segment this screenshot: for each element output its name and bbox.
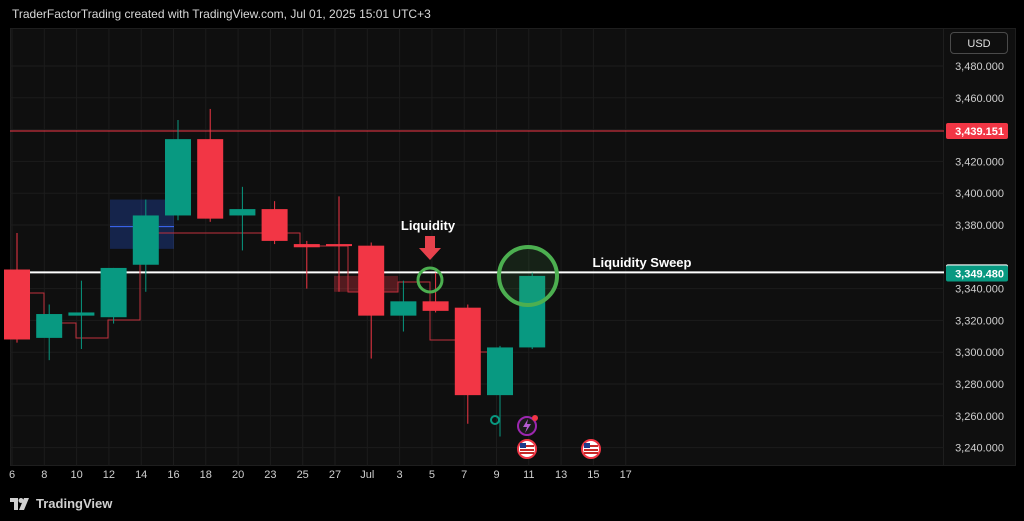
- time-axis-label: Jul: [360, 469, 374, 481]
- candle-body: [68, 312, 95, 316]
- price-tick-label: 3,320.000: [955, 315, 1004, 327]
- time-axis-label: 13: [555, 469, 567, 481]
- price-axis-ticks: 3,480.0003,460.0003,440.0003,420.0003,40…: [955, 61, 1004, 455]
- price-tick-label: 3,280.000: [955, 379, 1004, 391]
- time-axis-label: 15: [587, 469, 599, 481]
- price-tick-label: 3,240.000: [955, 443, 1004, 455]
- candle: [229, 186, 256, 251]
- time-axis-label: 7: [461, 469, 467, 481]
- time-axis-label: 3: [397, 469, 403, 481]
- candle-body: [100, 267, 127, 318]
- candle: [68, 280, 95, 350]
- currency-button[interactable]: USD: [950, 32, 1008, 54]
- time-axis-label: 12: [103, 469, 115, 481]
- time-axis-label: 14: [135, 469, 147, 481]
- candle-body: [293, 244, 320, 248]
- time-axis-label: 16: [167, 469, 179, 481]
- horizontal-lines: [10, 130, 944, 353]
- resistance-price-label-text: 3,439.151: [955, 126, 1004, 138]
- candle: [519, 272, 546, 350]
- candle: [100, 267, 127, 324]
- step-line: [28, 232, 494, 353]
- time-axis-label: 25: [297, 469, 309, 481]
- chart-header-title: TraderFactorTrading created with Trading…: [12, 7, 431, 21]
- candle-body: [422, 301, 449, 311]
- us-flag-event-icon[interactable]: [517, 439, 537, 459]
- price-tick-label: 3,380.000: [955, 220, 1004, 232]
- resistance-price-label-bg: [946, 122, 1008, 139]
- liquidity-sweep-circle: [497, 245, 559, 307]
- candle: [4, 232, 30, 343]
- candle: [165, 120, 191, 221]
- time-axis-label: 11: [523, 469, 534, 481]
- dividend-dot-icon: [490, 415, 500, 425]
- candle: [261, 201, 288, 245]
- time-axis-label: 8: [41, 469, 47, 481]
- price-tick-label: 3,300.000: [955, 347, 1004, 359]
- liquidity-sweep-label: Liquidity Sweep: [593, 255, 692, 270]
- time-axis-label: 5: [429, 469, 435, 481]
- candle-body: [358, 245, 385, 316]
- tradingview-logo-icon: [10, 497, 29, 510]
- candle: [487, 345, 513, 437]
- candles: [4, 108, 546, 437]
- price-tick-label: 3,260.000: [955, 411, 1004, 423]
- candle-body: [165, 139, 191, 216]
- candle: [390, 280, 417, 332]
- liquidity-arrow-icon: [419, 236, 441, 260]
- time-axis-label: 6: [9, 469, 15, 481]
- price-axis[interactable]: [944, 28, 1016, 466]
- time-axis-label: 20: [232, 469, 244, 481]
- tradingview-brand: TradingView: [36, 496, 113, 511]
- candle: [132, 199, 159, 292]
- us-flag-event-icon-2[interactable]: [581, 439, 601, 459]
- earnings-lightning-icon[interactable]: [517, 415, 538, 436]
- candle-body: [132, 215, 159, 265]
- resistance-price-label: 3,439.151: [946, 122, 1008, 139]
- candle: [197, 108, 224, 222]
- candle-body: [261, 209, 288, 241]
- candle: [293, 240, 320, 289]
- candle-body: [229, 209, 256, 216]
- time-axis-label: 23: [264, 469, 276, 481]
- price-tick-label: 3,400.000: [955, 188, 1004, 200]
- candle: [454, 304, 481, 424]
- candle: [36, 304, 63, 361]
- time-axis-label: 18: [200, 469, 212, 481]
- candle-body: [197, 139, 224, 219]
- time-axis-label: 10: [70, 469, 82, 481]
- price-tick-label: 3,460.000: [955, 93, 1004, 105]
- candle-body: [36, 314, 63, 338]
- time-axis-label: 27: [329, 469, 341, 481]
- current-price-label: 3,349.480: [946, 265, 1008, 282]
- candle-body: [519, 275, 546, 348]
- annotations: Liquidity Liquidity Sweep: [401, 218, 692, 459]
- current-price-label-bg: [946, 265, 1008, 282]
- candle: [422, 272, 449, 313]
- time-axis-label: 9: [493, 469, 499, 481]
- price-tick-label: 3,480.000: [955, 61, 1004, 73]
- candle-body: [4, 269, 30, 340]
- price-tick-label: 3,340.000: [955, 284, 1004, 296]
- current-price-label-text: 3,349.480: [955, 269, 1004, 281]
- candle-body: [454, 307, 481, 396]
- liquidity-label: Liquidity: [401, 218, 456, 233]
- tradingview-logo[interactable]: TradingView: [10, 496, 112, 511]
- liquidity-circle-small: [416, 266, 444, 294]
- time-axis-label: 17: [620, 469, 632, 481]
- candle-body: [487, 347, 513, 396]
- price-tick-label: 3,420.000: [955, 156, 1004, 168]
- candle: [358, 242, 385, 359]
- candle-body: [326, 244, 352, 247]
- candle-body: [390, 301, 417, 316]
- chart-grid: [10, 28, 944, 466]
- candle: [326, 196, 352, 292]
- time-axis-labels: 6 8 10 12 14 16 18 20 23 25 27 Jul 3 5 7 9 11 13 15 17: [9, 469, 632, 481]
